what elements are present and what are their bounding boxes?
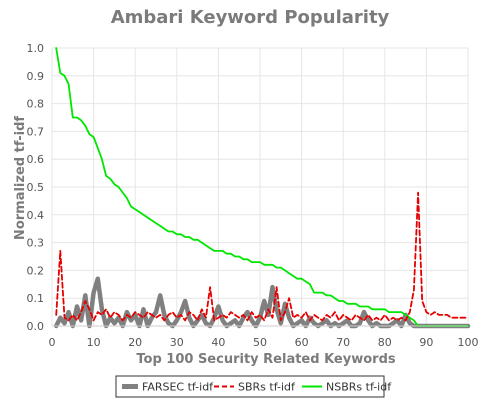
x-tick-label: 50 bbox=[253, 336, 267, 349]
x-tick-label: 90 bbox=[419, 336, 433, 349]
y-tick-label: 0.2 bbox=[27, 264, 45, 277]
legend-item-sbrs[interactable]: SBRs tf-idf bbox=[214, 381, 296, 394]
legend-label-farsec: FARSEC tf-idf bbox=[142, 381, 214, 394]
x-tick-label: 30 bbox=[170, 336, 184, 349]
y-tick-label: 0.3 bbox=[27, 237, 45, 250]
y-tick-label: 0.9 bbox=[27, 70, 45, 83]
legend-item-farsec[interactable]: FARSEC tf-idf bbox=[122, 381, 214, 394]
axis-ticks: 0.0 0.1 0.2 0.3 0.4 0.5 0.6 0.7 0.8 0.9 1.0 0 10 20 30… bbox=[27, 42, 479, 349]
chart-title: Ambari Keyword Popularity bbox=[111, 7, 390, 28]
legend: FARSEC tf-idf SBRs tf-idf NSBRs tf-idf bbox=[115, 375, 392, 398]
x-tick-label: 10 bbox=[87, 336, 101, 349]
x-tick-label: 80 bbox=[378, 336, 392, 349]
y-tick-label: 1.0 bbox=[27, 42, 45, 55]
y-tick-label: 0.7 bbox=[27, 125, 45, 138]
series-line-sbrs bbox=[55, 191, 469, 322]
y-tick-label: 0.4 bbox=[27, 209, 45, 222]
grid-lines bbox=[51, 47, 469, 327]
y-tick-label: 0.1 bbox=[27, 292, 45, 305]
legend-label-sbrs: SBRs tf-idf bbox=[238, 381, 296, 394]
legend-item-nsbrs[interactable]: NSBRs tf-idf bbox=[302, 381, 392, 394]
y-tick-label: 0.5 bbox=[27, 181, 45, 194]
x-tick-label: 40 bbox=[211, 336, 225, 349]
x-tick-label: 100 bbox=[458, 336, 479, 349]
legend-box bbox=[115, 375, 385, 398]
y-tick-label: 0.0 bbox=[27, 320, 45, 333]
y-axis-title: Normalized tf-idf bbox=[13, 116, 28, 240]
y-tick-label: 0.8 bbox=[27, 98, 45, 111]
x-tick-label: 0 bbox=[49, 336, 56, 349]
series-lines bbox=[53, 47, 471, 329]
x-tick-label: 60 bbox=[295, 336, 309, 349]
x-axis-title: Top 100 Security Related Keywords bbox=[136, 352, 396, 367]
y-tick-label: 0.6 bbox=[27, 153, 45, 166]
x-tick-label: 70 bbox=[336, 336, 350, 349]
series-line-nsbrs bbox=[55, 47, 469, 327]
x-tick-label: 20 bbox=[128, 336, 142, 349]
legend-label-nsbrs: NSBRs tf-idf bbox=[326, 381, 392, 394]
